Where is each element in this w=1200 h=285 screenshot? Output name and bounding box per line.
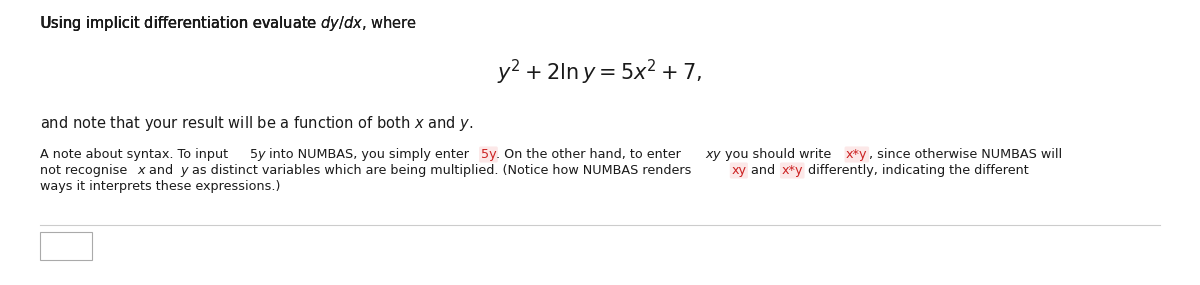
Text: differently, indicating the different: differently, indicating the different	[804, 164, 1030, 177]
Text: , since otherwise NUMBAS will: , since otherwise NUMBAS will	[869, 148, 1062, 161]
Bar	[40, 232, 92, 260]
Text: and: and	[145, 164, 178, 177]
Text: ways it interprets these expressions.): ways it interprets these expressions.)	[40, 180, 281, 193]
Text: into NUMBAS, you simply enter: into NUMBAS, you simply enter	[265, 148, 473, 161]
Text: as distinct variables which are being multiplied. (Notice how NUMBAS renders: as distinct variables which are being mu…	[188, 164, 696, 177]
Text: $5y$: $5y$	[248, 147, 266, 163]
Text: $x$: $x$	[138, 164, 148, 177]
Text: . On the other hand, to enter: . On the other hand, to enter	[496, 148, 685, 161]
Text: and note that your result will be a function of both $x$ and $y$.: and note that your result will be a func…	[40, 114, 474, 133]
Text: A note about syntax. To input: A note about syntax. To input	[40, 148, 232, 161]
Text: $y^2 + 2\ln y = 5x^2 + 7,$: $y^2 + 2\ln y = 5x^2 + 7,$	[498, 58, 702, 87]
Text: you should write: you should write	[721, 148, 835, 161]
Text: x*y: x*y	[781, 164, 803, 177]
Text: $xy$: $xy$	[704, 149, 722, 163]
Text: 5y: 5y	[481, 148, 497, 161]
Text: Using implicit differentiation evaluate $dy/dx$, where: Using implicit differentiation evaluate …	[40, 14, 418, 33]
Text: and: and	[746, 164, 779, 177]
Text: Using implicit differentiation evaluate: Using implicit differentiation evaluate	[40, 16, 322, 31]
Text: $y$: $y$	[180, 165, 191, 179]
Text: not recognise: not recognise	[40, 164, 131, 177]
Text: x*y: x*y	[846, 148, 868, 161]
Text: xy: xy	[731, 164, 746, 177]
Text: Using implicit differentiation evaluate $dy/dx$, where: Using implicit differentiation evaluate …	[40, 14, 418, 33]
